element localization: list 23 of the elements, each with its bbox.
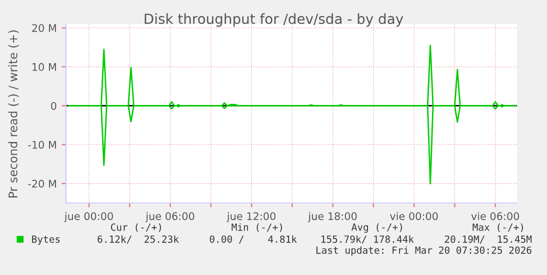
x-tick-label: vie 06:00 xyxy=(471,212,520,220)
x-tick-label: jue 12:00 xyxy=(226,212,276,222)
y-tick-label: -20 M xyxy=(28,180,56,188)
text: 6.12k/ 25.23k xyxy=(98,235,179,244)
y-tick-label: -10 M xyxy=(28,140,56,149)
x-tick-label: jue 18:00 xyxy=(308,212,357,222)
legend-label: Bytes xyxy=(32,236,60,245)
text: Max (-/+) xyxy=(472,223,523,232)
text: Min (-/+) xyxy=(232,223,282,232)
x-tick-label: jue 00:00 xyxy=(64,212,113,222)
y-tick-label: 10 M xyxy=(32,63,56,71)
y-axis-title: Pr second read (-) / write (+) xyxy=(8,30,19,198)
text: Last update: Fri Mar 20 07:30:25 2026 xyxy=(316,246,532,256)
text: 155.79k/ 178.44k xyxy=(322,235,414,244)
y-tick-label: 20 M xyxy=(32,24,56,32)
x-tick-label: vie 00:00 xyxy=(390,212,438,220)
text: Cur (-/+) xyxy=(110,223,161,232)
text: Avg (-/+) xyxy=(352,223,402,233)
x-tick-label: jue 06:00 xyxy=(145,212,194,222)
chart-title: Disk throughput for /dev/sda - by day xyxy=(144,13,404,27)
y-tick-label: 0 xyxy=(51,102,56,110)
text: 20.19M/ 15.45M xyxy=(444,235,532,244)
text: 0.00 / 4.81k xyxy=(210,235,297,244)
